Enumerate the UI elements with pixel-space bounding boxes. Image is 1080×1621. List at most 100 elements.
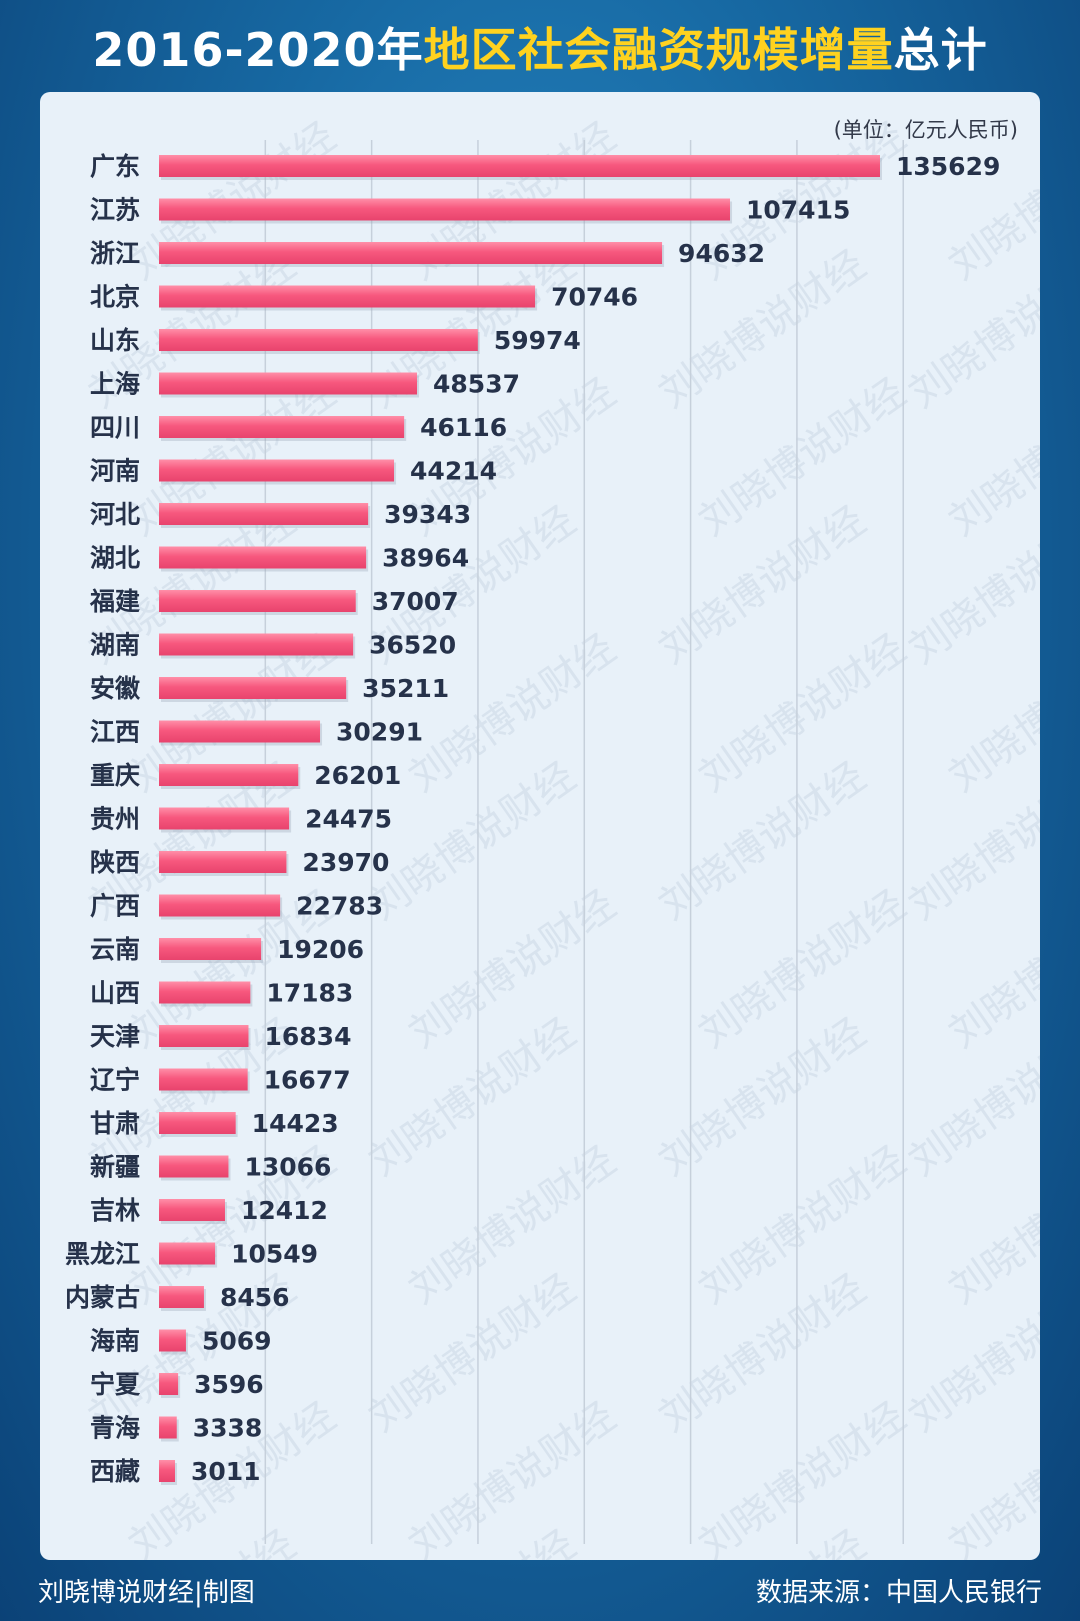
watermark-text: 刘晓博说财经	[361, 1010, 584, 1185]
category-label: 贵州	[90, 805, 140, 834]
value-label: 26201	[314, 761, 401, 790]
value-label: 135629	[896, 152, 1000, 181]
title-suffix: 总计	[893, 23, 988, 77]
value-label: 38964	[382, 544, 469, 573]
category-label: 山东	[90, 326, 140, 355]
bar	[159, 633, 354, 656]
category-label: 江西	[90, 718, 140, 747]
value-label: 22783	[296, 892, 383, 921]
category-label: 天津	[90, 1022, 140, 1051]
value-label: 10549	[231, 1240, 318, 1269]
category-label: 河南	[90, 457, 140, 486]
bar	[159, 546, 367, 569]
bar	[159, 1155, 229, 1178]
bar	[159, 1199, 225, 1221]
bar	[159, 1242, 216, 1265]
bar	[159, 155, 880, 177]
category-label: 安徽	[90, 674, 141, 703]
watermark-text: 刘晓博说财经	[691, 882, 914, 1057]
category-label: 云南	[90, 935, 140, 964]
value-label: 19206	[277, 935, 364, 964]
category-label: 海南	[90, 1327, 140, 1356]
footer-source: 数据来源：中国人民银行	[755, 1578, 1042, 1608]
value-label: 8456	[220, 1283, 290, 1312]
value-label: 44214	[410, 457, 497, 486]
value-label: 16834	[264, 1022, 351, 1051]
value-label: 13066	[244, 1153, 331, 1182]
category-label: 青海	[90, 1414, 140, 1443]
bar	[159, 1416, 177, 1439]
category-label: 河北	[90, 500, 140, 529]
bar	[159, 981, 251, 1004]
value-label: 30291	[336, 718, 423, 747]
bar	[159, 285, 536, 308]
category-label: 上海	[90, 370, 140, 399]
bar	[159, 1025, 249, 1047]
unit-label: (单位：亿元人民币)	[833, 118, 1018, 142]
bar	[159, 1460, 176, 1482]
category-label: 广西	[90, 892, 140, 921]
bar	[159, 1286, 204, 1308]
category-label: 江苏	[90, 196, 140, 225]
bar	[159, 1068, 248, 1091]
value-label: 107415	[746, 196, 850, 225]
watermark-text: 刘晓博说财经	[691, 626, 914, 801]
category-label: 黑龙江	[65, 1240, 140, 1269]
bar	[159, 807, 290, 830]
value-label: 16677	[264, 1066, 351, 1095]
watermark-text: 刘晓博说财经	[691, 1138, 914, 1313]
category-label: 新疆	[90, 1153, 140, 1182]
watermark-text: 刘晓博说财经	[691, 1394, 914, 1560]
value-label: 39343	[384, 500, 471, 529]
value-label: 70746	[551, 283, 638, 312]
category-label: 辽宁	[90, 1066, 140, 1095]
value-label: 36520	[369, 631, 456, 660]
category-label: 湖北	[90, 544, 140, 573]
value-label: 59974	[494, 326, 581, 355]
bars-group: 广东 135629 江苏 107415 浙江 94632 北京 70746 山东 59974 上海 4…	[65, 152, 1000, 1486]
bar	[159, 372, 418, 395]
value-label: 48537	[433, 370, 520, 399]
category-label: 宁夏	[90, 1370, 141, 1399]
watermark-text: 刘晓博说财经	[651, 498, 874, 673]
bar	[159, 459, 395, 482]
category-label: 陕西	[90, 848, 140, 877]
bar	[159, 329, 478, 351]
page-title: 2016-2020年地区社会融资规模增量总计	[0, 14, 1080, 80]
value-label: 3338	[193, 1414, 263, 1443]
value-label: 12412	[241, 1196, 328, 1225]
value-label: 3596	[194, 1370, 264, 1399]
value-label: 35211	[362, 674, 449, 703]
bar	[159, 198, 731, 221]
bar	[159, 1329, 186, 1352]
bar	[159, 1373, 179, 1395]
value-label: 5069	[202, 1327, 272, 1356]
bar	[159, 503, 369, 525]
category-label: 内蒙古	[65, 1283, 140, 1312]
bar	[159, 416, 405, 438]
value-label: 46116	[420, 413, 507, 442]
category-label: 浙江	[90, 239, 140, 268]
chart-panel: 刘晓博说财经 刘晓博说财经 刘晓博说财经 刘晓博说财经 刘晓博说财经 刘晓博说财经 刘晓博说…	[40, 92, 1040, 1560]
title-prefix: 2016-2020年	[92, 23, 424, 77]
value-label: 37007	[372, 587, 459, 616]
bar	[159, 590, 356, 612]
category-label: 山西	[90, 979, 140, 1008]
category-label: 重庆	[90, 761, 140, 790]
bar	[159, 720, 321, 743]
value-label: 17183	[266, 979, 353, 1008]
category-label: 西藏	[90, 1457, 140, 1486]
category-label: 甘肃	[90, 1109, 140, 1138]
watermark-text: 刘晓博说财经	[651, 1266, 874, 1441]
category-label: 北京	[90, 283, 140, 312]
title-highlight: 地区社会融资规模增量	[423, 23, 894, 77]
value-label: 3011	[191, 1457, 261, 1486]
value-label: 94632	[678, 239, 765, 268]
value-label: 24475	[305, 805, 392, 834]
category-label: 吉林	[90, 1196, 140, 1225]
watermark-text: 刘晓博说财经	[401, 1138, 624, 1313]
watermark-text: 刘晓博说财经	[651, 1010, 874, 1185]
category-label: 福建	[89, 587, 140, 616]
category-label: 四川	[90, 413, 140, 442]
value-label: 14423	[252, 1109, 339, 1138]
